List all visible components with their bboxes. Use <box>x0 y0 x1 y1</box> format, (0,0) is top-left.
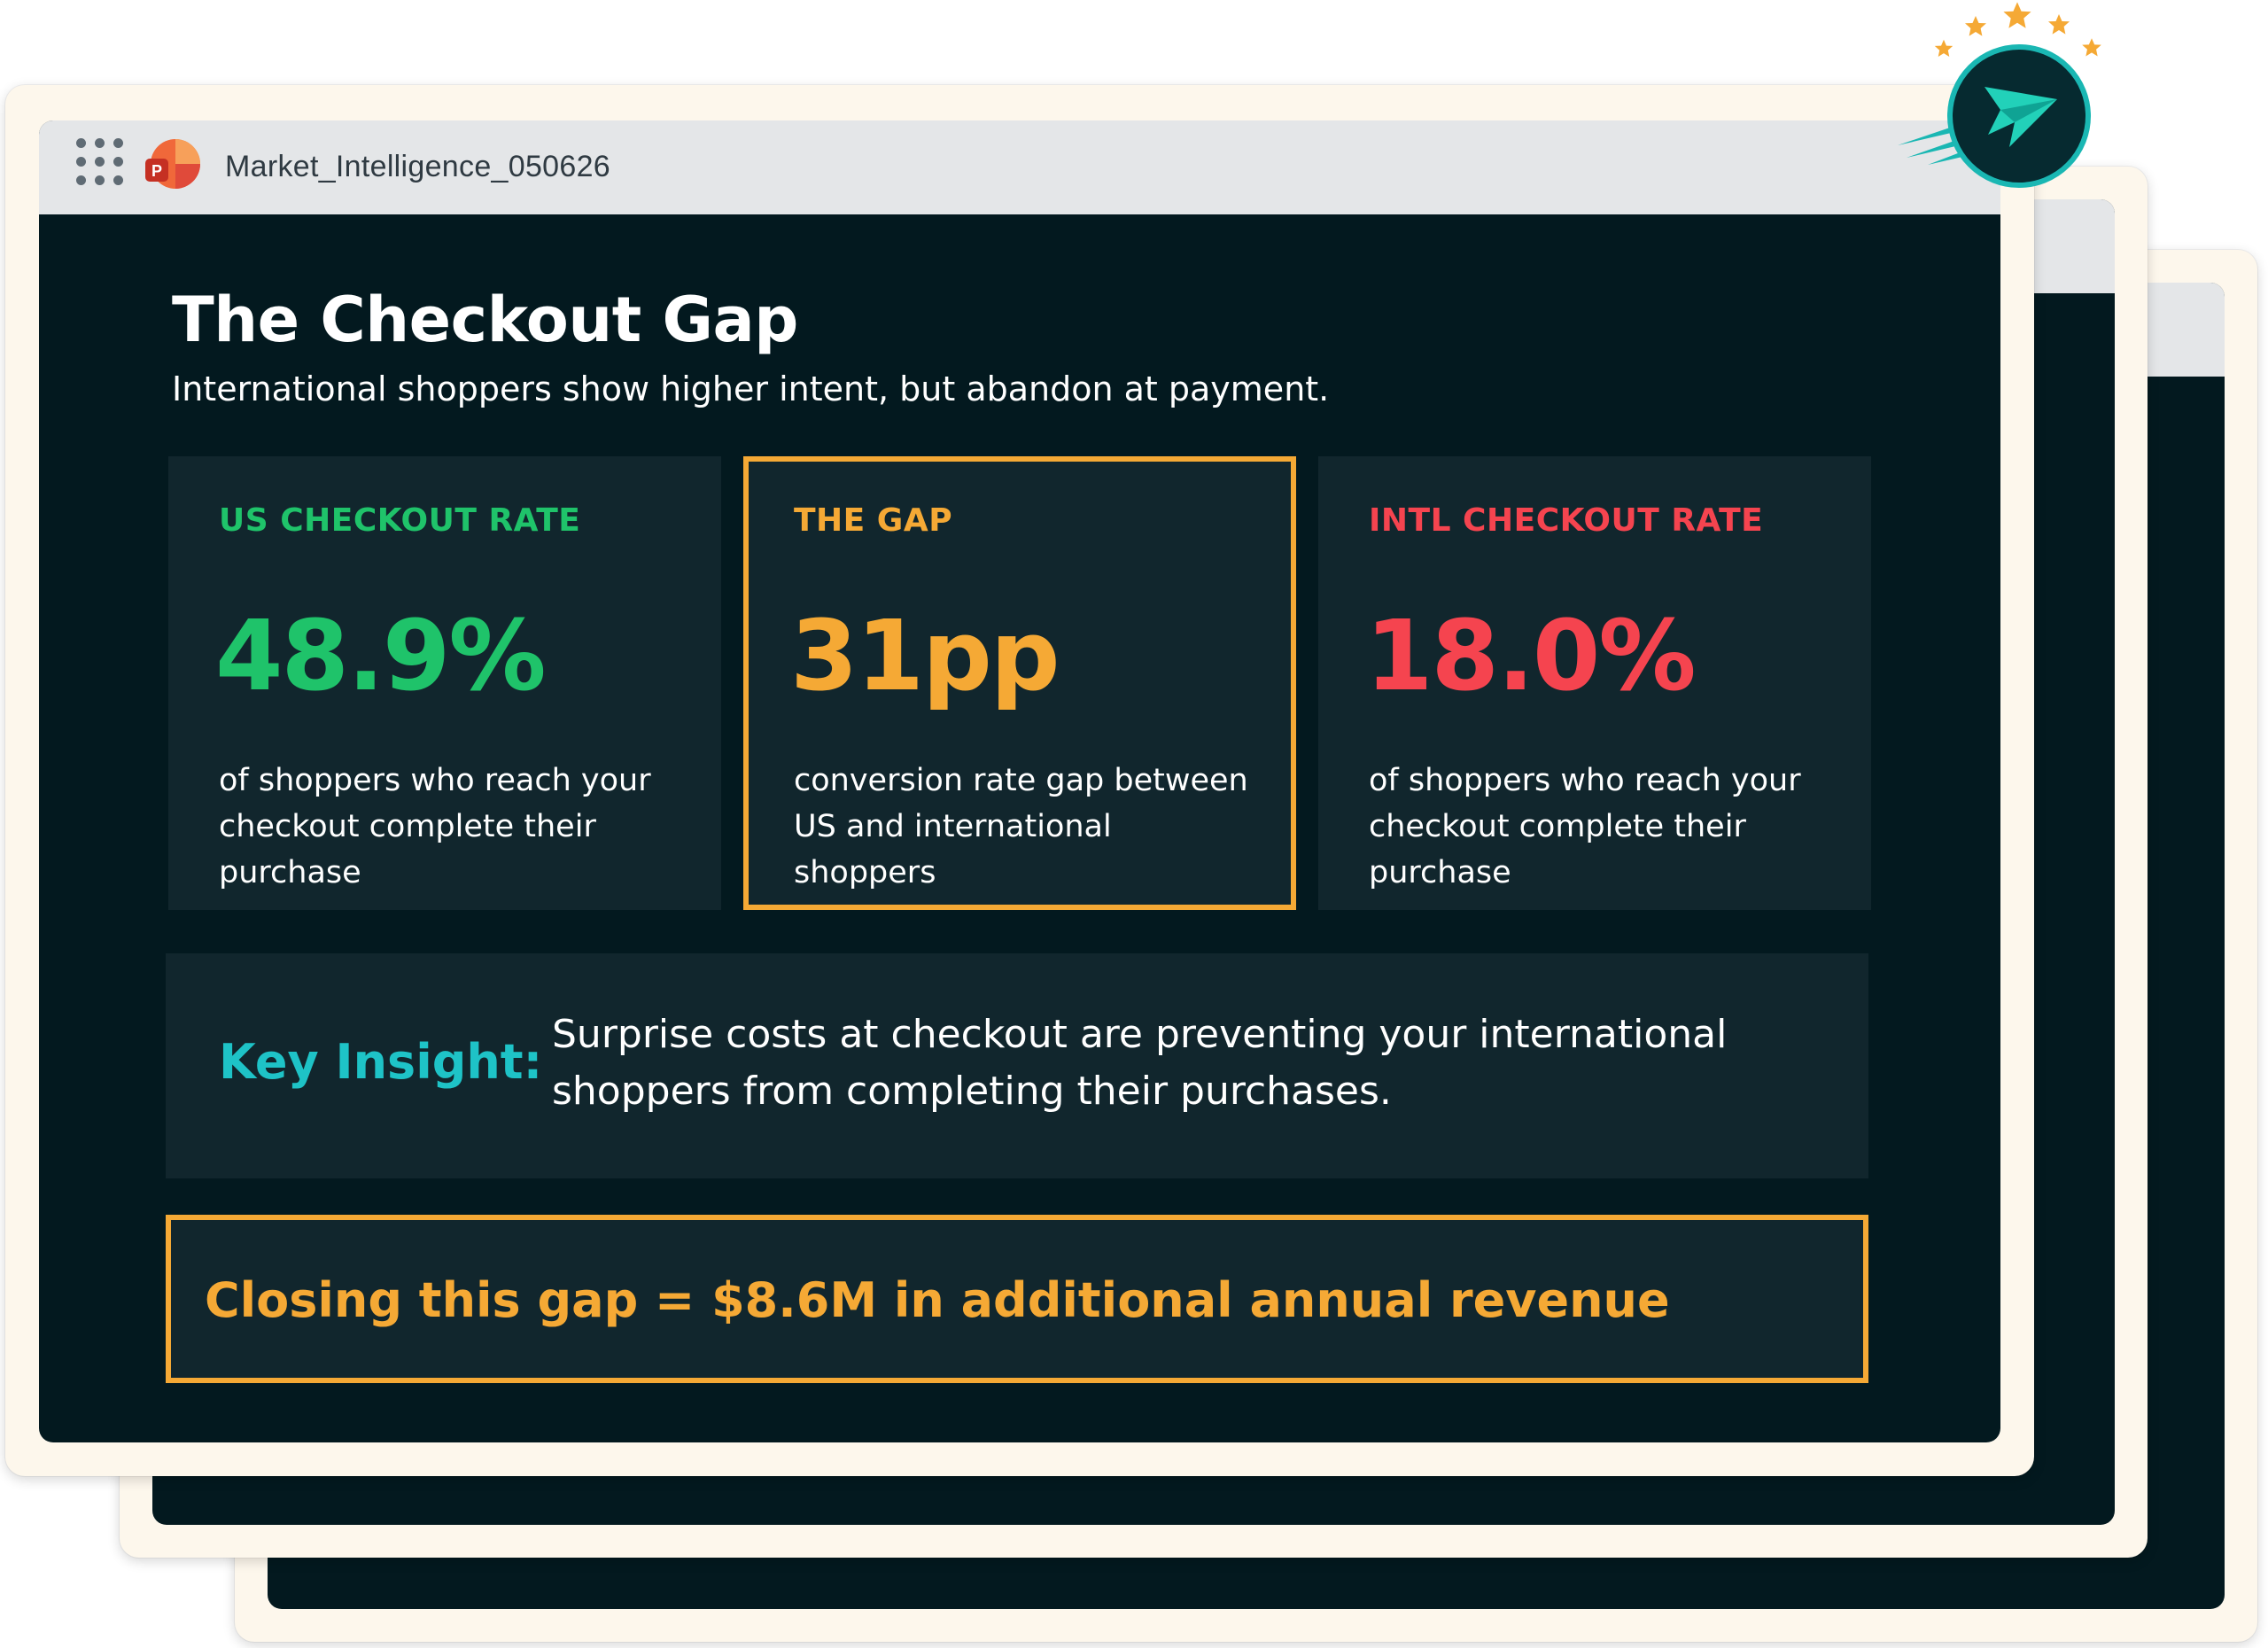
revenue-callout: Closing this gap = $8.6M in additional a… <box>166 1215 1868 1383</box>
window-titlebar: P Market_Intelligence_050626 <box>39 120 2000 214</box>
us-checkout-card: US CHECKOUT RATE 48.9% of shoppers who r… <box>168 456 721 910</box>
key-insight-box: Key Insight: Surprise costs at checkout … <box>166 953 1868 1178</box>
paper-plane-icon <box>1947 44 2091 188</box>
slide-canvas: P Market_Intelligence_050626 The Checkou… <box>39 120 2000 1442</box>
card-value: 18.0% <box>1365 599 1697 712</box>
presentation-window: P Market_Intelligence_050626 The Checkou… <box>5 85 2034 1476</box>
slide-subtitle: International shoppers show higher inten… <box>172 369 1330 408</box>
card-description: of shoppers who reach your checkout comp… <box>1369 763 1801 890</box>
powerpoint-icon: P <box>145 139 200 189</box>
gap-card: THE GAP 31pp conversion rate gap between… <box>743 456 1296 910</box>
key-insight-label: Key Insight: <box>219 1034 543 1090</box>
intl-checkout-card: INTL CHECKOUT RATE 18.0% of shoppers who… <box>1318 456 1871 910</box>
slide-title: The Checkout Gap <box>172 284 798 356</box>
card-description: conversion rate gap between US and inter… <box>794 763 1248 890</box>
key-insight-text: Surprise costs at checkout are preventin… <box>552 1012 1728 1114</box>
star-icon <box>1934 2 2101 58</box>
card-description: of shoppers who reach your checkout comp… <box>219 763 651 890</box>
svg-text:P: P <box>151 162 162 180</box>
card-value: 31pp <box>790 599 1060 712</box>
apps-grid-icon[interactable] <box>76 138 128 190</box>
card-label: US CHECKOUT RATE <box>219 502 581 539</box>
file-name: Market_Intelligence_050626 <box>225 150 610 183</box>
card-label: THE GAP <box>794 502 953 539</box>
card-value: 48.9% <box>215 599 547 712</box>
revenue-callout-text: Closing this gap = $8.6M in additional a… <box>205 1272 1670 1328</box>
card-label: INTL CHECKOUT RATE <box>1369 502 1764 539</box>
